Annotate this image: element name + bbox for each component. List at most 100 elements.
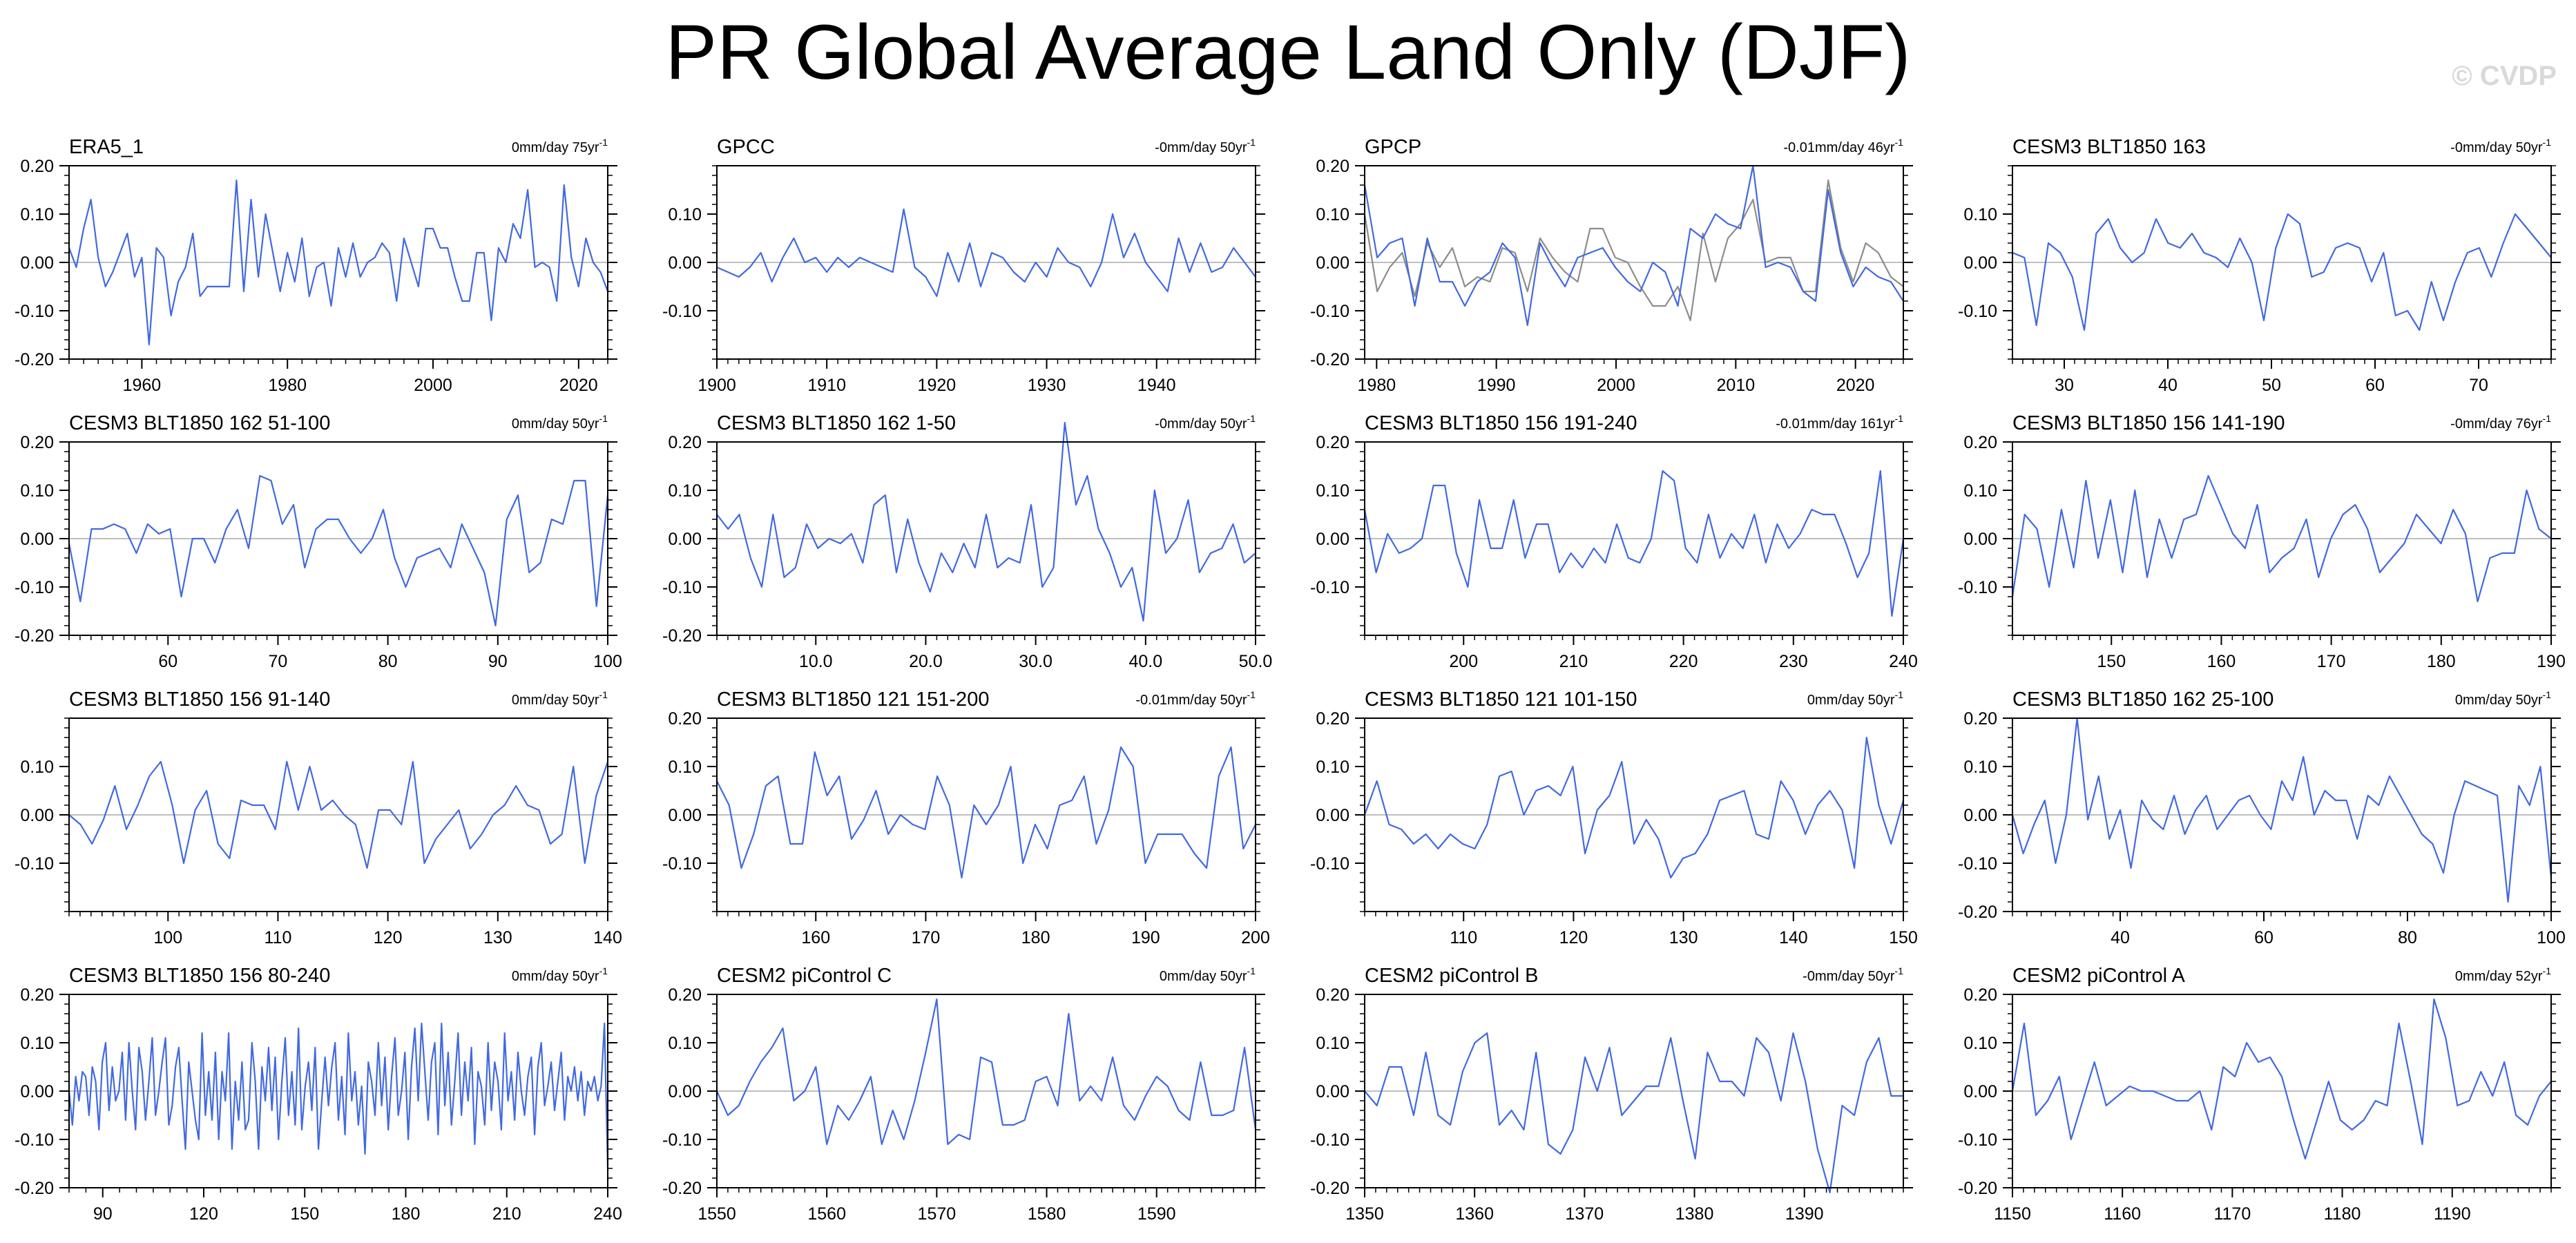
x-tick-label: 80 [2398,928,2417,947]
y-tick-label: 0.20 [1963,985,1997,1005]
series-line [1363,164,1904,327]
chart-panel-7: -0.10 0.00 0.10 0.20 200 210 220 230 240 CESM3 BL… [1310,412,1918,671]
y-tick-label: 0.10 [20,205,54,224]
trend-exponent: -1 [2543,413,2552,424]
series-line [2011,717,2553,903]
plot-frame [1364,441,1904,636]
x-tick-label: 1360 [1455,1204,1494,1224]
x-tick-label: 2020 [559,376,598,395]
trend-label: 0mm/day 50yr-1 [2455,689,2551,708]
trend-label: -0.01mm/day 50yr-1 [1135,689,1256,708]
plot-frame [2012,994,2552,1188]
trend-label: 0mm/day 50yr-1 [512,413,608,432]
series-line [68,760,609,869]
plot-frame [68,717,608,912]
trend-value: -0mm/day 50yr [1803,969,1895,984]
y-tick-label: 0.00 [20,1082,54,1101]
cvdp-watermark: © CVDP [2452,61,2557,91]
trend-exponent: -1 [1895,413,1904,424]
y-tick-label: -0.20 [662,1179,702,1198]
x-tick-label: 1590 [1137,1204,1176,1224]
x-tick-label: 100 [2537,928,2566,947]
trend-exponent: -1 [2543,137,2552,148]
panel-title: CESM2 piControl A [2012,965,2185,987]
y-tick-label: 0.00 [668,1082,702,1101]
x-tick-label: 120 [1559,928,1588,947]
y-tick-label: 0.10 [20,758,54,777]
x-tick-label: 30 [2055,376,2074,395]
trend-value: 0mm/day 75yr [512,140,599,155]
x-tick-label: 200 [1449,652,1478,671]
trend-exponent: -1 [2543,689,2552,700]
x-tick-label: 140 [1779,928,1808,947]
y-tick-label: 0.00 [1316,1082,1349,1101]
y-tick-label: -0.10 [1310,854,1349,874]
y-tick-label: 0.00 [20,530,54,549]
y-tick-label: 0.20 [1963,433,1997,452]
y-tick-label: 0.00 [1963,806,1997,825]
trend-label: 0mm/day 50yr-1 [1160,965,1256,984]
y-tick-label: 0.00 [1316,806,1349,825]
x-tick-label: 170 [912,928,941,947]
series-line [2012,213,2552,331]
x-tick-label: 1580 [1028,1204,1066,1224]
figure-title: PR Global Average Land Only (DJF) [665,9,1911,95]
x-tick-label: 1990 [1477,376,1516,395]
x-tick-label: 10.0 [799,652,833,671]
x-tick-label: 160 [2207,652,2236,671]
y-tick-label: 0.20 [1316,157,1349,176]
trend-exponent: -1 [1247,965,1256,976]
x-tick-label: 2020 [1836,376,1875,395]
panel-title: GPCC [717,136,775,158]
y-tick-label: -0.20 [1958,1179,1997,1198]
y-tick-label: -0.10 [662,854,702,874]
series-line [1363,179,1904,322]
panel-title: GPCP [1365,136,1421,158]
x-tick-label: 60 [2365,376,2385,395]
x-tick-label: 180 [392,1204,421,1224]
y-tick-label: -0.10 [662,302,702,321]
trend-label: 0mm/day 50yr-1 [512,689,608,708]
y-tick-label: 0.10 [1316,205,1349,224]
series-line [2011,998,2552,1160]
y-tick-label: 0.00 [1316,530,1349,549]
y-tick-label: 0.00 [1963,530,1997,549]
y-tick-label: 0.20 [1316,433,1349,452]
panel-title: CESM3 BLT1850 162 1-50 [717,412,956,434]
y-tick-label: -0.20 [1310,1179,1349,1198]
x-tick-label: 1370 [1566,1204,1604,1224]
series-line [68,179,609,346]
chart-panel-15: -0.20 -0.10 0.00 0.10 0.20 1350 1360 1370 1380 13… [1310,965,1913,1224]
plot-frame [68,441,608,636]
x-tick-label: 50.0 [1239,652,1273,671]
y-tick-label: -0.20 [1310,350,1349,369]
panel-title: CESM3 BLT1850 162 25-100 [2012,688,2274,711]
trend-label: 0mm/day 52yr-1 [2455,965,2551,984]
y-tick-label: -0.20 [662,626,702,646]
y-tick-label: 0.20 [1316,985,1349,1005]
x-tick-label: 2010 [1717,376,1756,395]
y-tick-label: 0.00 [668,253,702,273]
trend-value: -0.01mm/day 50yr [1135,693,1247,708]
x-tick-label: 180 [2427,652,2456,671]
y-tick-label: 0.20 [668,433,702,452]
y-tick-label: 0.10 [668,205,702,224]
trend-label: -0mm/day 76yr-1 [2450,413,2551,432]
x-tick-label: 100 [153,928,182,947]
y-tick-label: 0.00 [1316,253,1349,273]
plot-frame [2012,165,2552,360]
plot-frame [68,994,608,1188]
x-tick-label: 70 [2469,376,2488,395]
y-tick-label: 0.10 [668,1034,702,1053]
series-line [716,421,1256,622]
x-tick-label: 130 [483,928,512,947]
y-tick-label: 0.20 [668,985,702,1005]
y-tick-label: -0.10 [662,578,702,597]
x-tick-label: 1390 [1785,1204,1824,1224]
y-tick-label: -0.10 [15,302,54,321]
trend-exponent: -1 [1247,689,1256,700]
y-tick-label: 0.00 [1963,1082,1997,1101]
y-tick-label: 0.00 [668,806,702,825]
x-tick-label: 190 [2537,652,2566,671]
x-tick-label: 50 [2262,376,2281,395]
